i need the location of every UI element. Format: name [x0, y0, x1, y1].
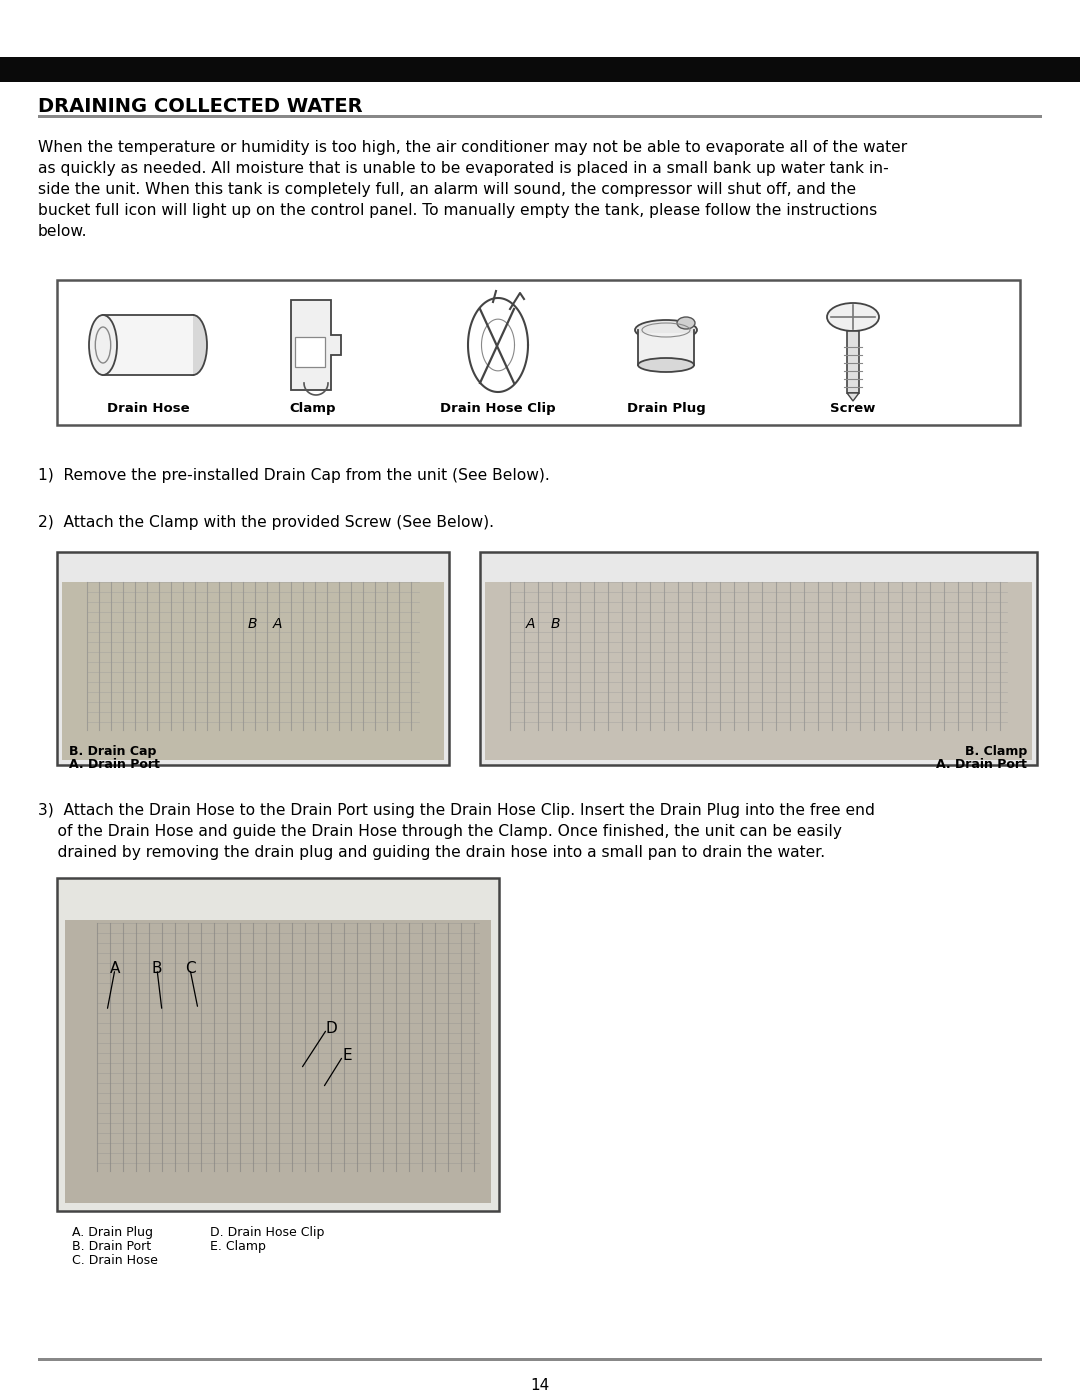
- Ellipse shape: [635, 320, 697, 339]
- Text: 14: 14: [530, 1377, 550, 1393]
- Bar: [57, 877, 499, 1211]
- Text: C. Drain Hose: C. Drain Hose: [72, 1255, 158, 1267]
- Bar: [57, 552, 449, 766]
- Text: B: B: [152, 961, 162, 977]
- Text: 3)  Attach the Drain Hose to the Drain Port using the Drain Hose Clip. Insert th: 3) Attach the Drain Hose to the Drain Po…: [38, 803, 875, 819]
- Bar: [480, 552, 1037, 766]
- Bar: [103, 314, 193, 374]
- Ellipse shape: [638, 358, 694, 372]
- Text: as quickly as needed. All moisture that is unable to be evaporated is placed in : as quickly as needed. All moisture that …: [38, 161, 889, 176]
- Bar: [38, 1358, 1042, 1361]
- Text: B. Drain Port: B. Drain Port: [72, 1241, 151, 1253]
- Bar: [847, 331, 859, 393]
- Text: bucket full icon will light up on the control panel. To manually empty the tank,: bucket full icon will light up on the co…: [38, 203, 877, 218]
- Text: Clamp: Clamp: [289, 402, 336, 415]
- Text: Screw: Screw: [831, 402, 876, 415]
- Bar: [0, 57, 1080, 82]
- Text: B. Clamp: B. Clamp: [964, 745, 1027, 759]
- Text: drained by removing the drain plug and guiding the drain hose into a small pan t: drained by removing the drain plug and g…: [38, 845, 825, 861]
- Text: side the unit. When this tank is completely full, an alarm will sound, the compr: side the unit. When this tank is complet…: [38, 182, 856, 197]
- Ellipse shape: [179, 314, 207, 374]
- Text: B. Drain Cap: B. Drain Cap: [69, 745, 157, 759]
- Text: A. Drain Port: A. Drain Port: [69, 759, 160, 771]
- Text: E: E: [342, 1048, 352, 1063]
- Text: When the temperature or humidity is too high, the air conditioner may not be abl: When the temperature or humidity is too …: [38, 140, 907, 155]
- Bar: [295, 337, 325, 367]
- Text: D: D: [325, 1021, 337, 1037]
- Text: E. Clamp: E. Clamp: [210, 1241, 266, 1253]
- Polygon shape: [847, 393, 859, 401]
- Text: Drain Hose Clip: Drain Hose Clip: [441, 402, 556, 415]
- Ellipse shape: [827, 303, 879, 331]
- Text: of the Drain Hose and guide the Drain Hose through the Clamp. Once finished, the: of the Drain Hose and guide the Drain Ho…: [38, 824, 842, 840]
- Text: Drain Plug: Drain Plug: [626, 402, 705, 415]
- Text: DRAINING COLLECTED WATER: DRAINING COLLECTED WATER: [38, 96, 363, 116]
- Text: 2)  Attach the Clamp with the provided Screw (See Below).: 2) Attach the Clamp with the provided Sc…: [38, 515, 494, 529]
- Bar: [485, 583, 1032, 760]
- Text: below.: below.: [38, 224, 87, 239]
- Text: A. Drain Port: A. Drain Port: [936, 759, 1027, 771]
- Bar: [65, 921, 491, 1203]
- Ellipse shape: [677, 317, 696, 330]
- Text: A. Drain Plug: A. Drain Plug: [72, 1227, 153, 1239]
- Text: Drain Hose: Drain Hose: [107, 402, 189, 415]
- Text: A: A: [525, 617, 535, 631]
- Text: B: B: [550, 617, 559, 631]
- Bar: [38, 115, 1042, 117]
- Text: B: B: [247, 617, 257, 631]
- Text: C: C: [185, 961, 195, 977]
- Ellipse shape: [89, 314, 117, 374]
- Text: A: A: [272, 617, 282, 631]
- Bar: [62, 583, 444, 760]
- Text: 1)  Remove the pre-installed Drain Cap from the unit (See Below).: 1) Remove the pre-installed Drain Cap fr…: [38, 468, 550, 483]
- Polygon shape: [291, 300, 341, 390]
- Bar: [638, 332, 694, 365]
- Text: D. Drain Hose Clip: D. Drain Hose Clip: [210, 1227, 324, 1239]
- Bar: [57, 279, 1020, 425]
- Text: A: A: [110, 961, 120, 977]
